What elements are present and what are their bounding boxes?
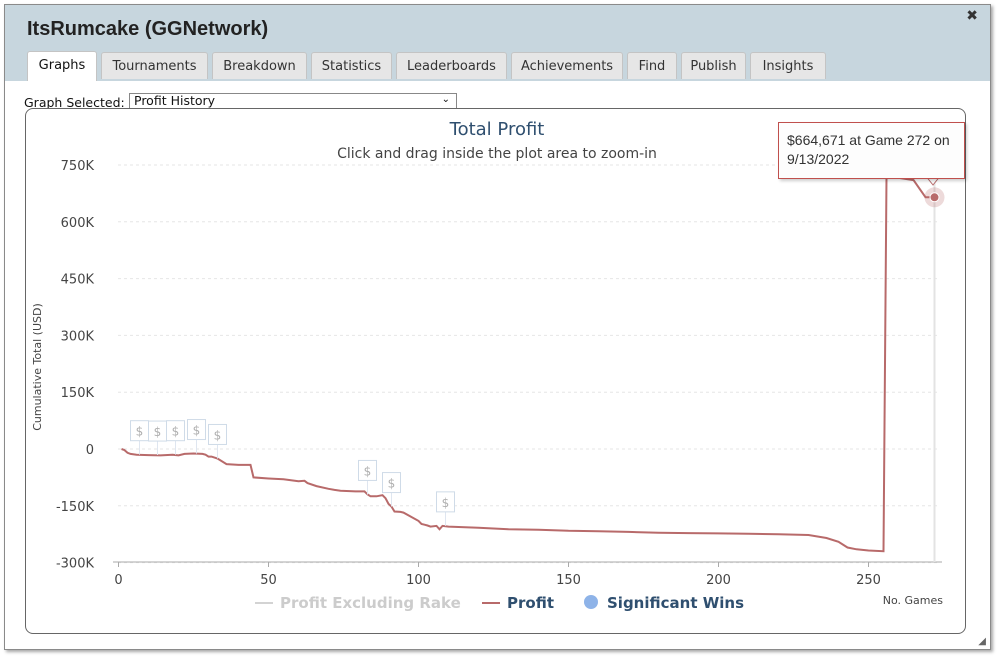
window-header: ItsRumcake (GGNetwork) ✖ Graphs Tourname…: [5, 5, 990, 81]
legend-profit[interactable]: Profit: [507, 594, 554, 612]
significant-win-label: $: [364, 464, 372, 478]
tab-achievements[interactable]: Achievements: [511, 52, 623, 79]
hover-point[interactable]: [929, 192, 940, 203]
significant-win-marker[interactable]: [382, 472, 401, 494]
significant-win-label: $: [214, 428, 222, 442]
significant-win-marker[interactable]: [208, 423, 227, 445]
significant-win-label: $: [172, 425, 180, 439]
significant-win-label: $: [388, 477, 396, 491]
legend-significant-wins[interactable]: Significant Wins: [607, 594, 744, 612]
significant-win-marker[interactable]: [436, 491, 455, 513]
legend-significant-swatch: [584, 595, 598, 609]
significant-win-label: $: [442, 496, 450, 510]
y-tick-label: 450K: [61, 273, 95, 288]
tab-insights[interactable]: Insights: [750, 52, 826, 79]
tab-statistics[interactable]: Statistics: [311, 52, 392, 79]
tab-breakdown[interactable]: Breakdown: [212, 52, 307, 79]
x-axis-title: No. Games: [883, 594, 944, 607]
y-tick-label: 150K: [61, 386, 95, 401]
significant-win-label: $: [154, 425, 162, 439]
profit-series-line[interactable]: [121, 175, 935, 553]
tab-publish[interactable]: Publish: [681, 52, 746, 79]
y-axis-title: Cumulative Total (USD): [31, 303, 44, 431]
significant-win-label: $: [136, 425, 144, 439]
profit-history-window: ItsRumcake (GGNetwork) ✖ Graphs Tourname…: [4, 4, 991, 650]
chevron-down-icon: ⌄: [441, 94, 450, 105]
chart-tooltip: $664,671 at Game 272 on 9/13/2022: [778, 122, 965, 179]
x-tick-label: 50: [260, 573, 277, 588]
y-tick-label: 0: [86, 443, 94, 458]
significant-win-label: $: [193, 424, 201, 438]
tab-tournaments[interactable]: Tournaments: [101, 52, 208, 79]
graph-select-label: Graph Selected:: [24, 95, 125, 110]
significant-win-marker[interactable]: [166, 420, 185, 442]
x-tick-label: 200: [706, 573, 731, 588]
x-tick-label: 100: [406, 573, 431, 588]
x-tick-label: 150: [556, 573, 581, 588]
chart-container[interactable]: [25, 108, 966, 634]
significant-win-marker[interactable]: [187, 419, 206, 441]
chart-title: Total Profit: [449, 119, 545, 140]
y-tick-label: 600K: [61, 216, 95, 231]
tab-find[interactable]: Find: [627, 52, 677, 79]
x-tick-label: 250: [856, 573, 881, 588]
tab-leaderboards[interactable]: Leaderboards: [396, 52, 507, 79]
y-tick-label: -150K: [56, 500, 95, 515]
tooltip-line-2: 9/13/2022: [787, 151, 850, 167]
profit-chart[interactable]: Total Profit Click and drag inside the pl…: [5, 5, 990, 649]
x-tick-label: 0: [114, 573, 122, 588]
chart-subtitle: Click and drag inside the plot area to z…: [337, 146, 657, 162]
y-tick-label: 750K: [61, 159, 95, 174]
significant-win-marker[interactable]: [358, 459, 377, 481]
tab-graphs[interactable]: Graphs: [27, 51, 97, 81]
y-tick-label: -300K: [56, 557, 95, 572]
tooltip-line-1: $664,671 at Game 272 on: [787, 132, 950, 148]
resize-handle-icon[interactable]: ◢: [978, 636, 986, 647]
window-title: ItsRumcake (GGNetwork): [27, 18, 269, 40]
legend-profit-excluding-rake[interactable]: Profit Excluding Rake: [280, 594, 461, 612]
close-icon[interactable]: ✖: [966, 8, 978, 24]
graph-select-value: Profit History: [134, 93, 216, 108]
y-tick-label: 300K: [61, 329, 95, 344]
